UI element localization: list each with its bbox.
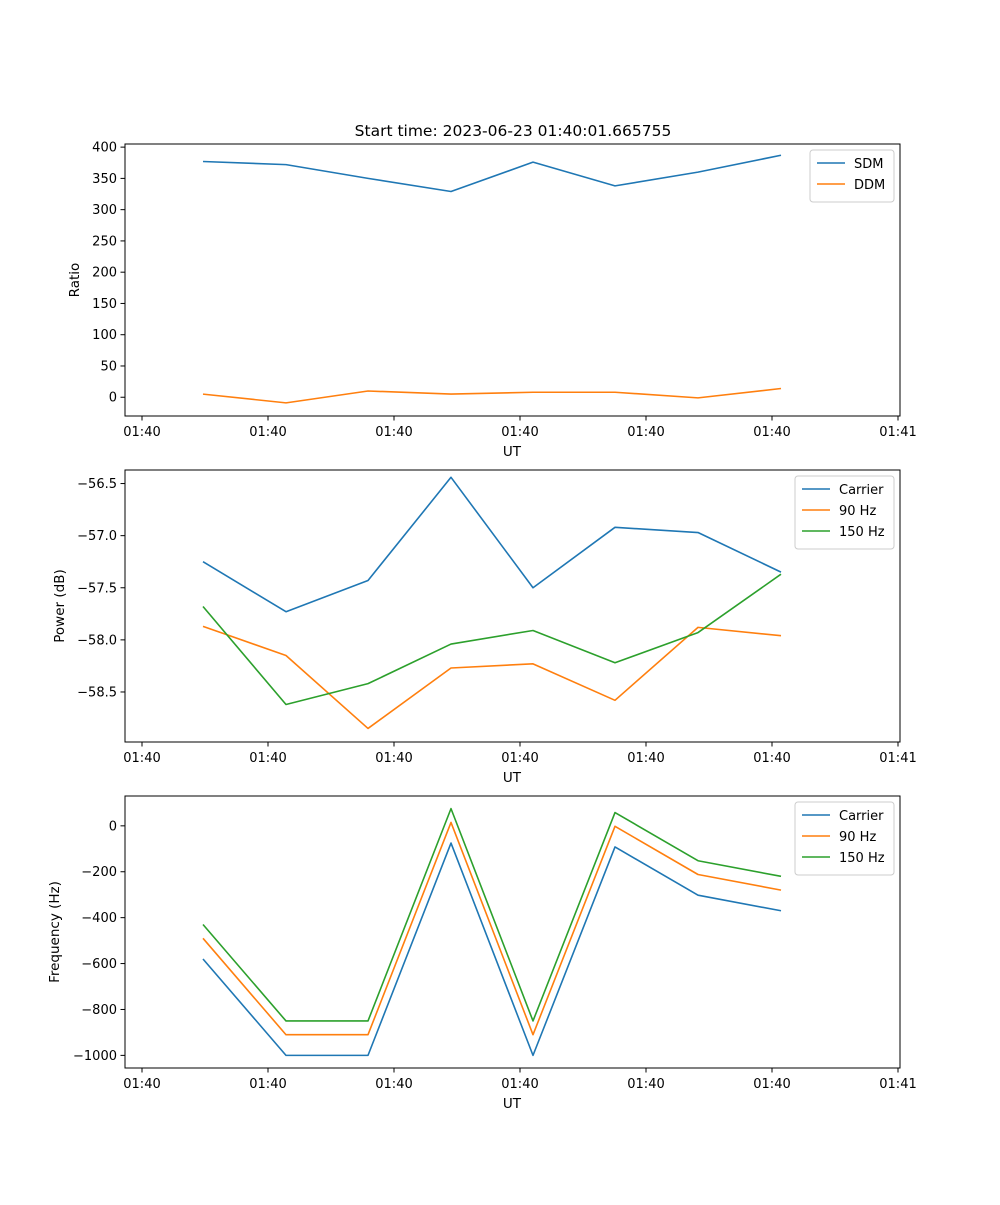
y-tick-label: 200	[92, 266, 117, 281]
legend: Carrier 90 Hz 150 Hz	[794, 475, 895, 550]
series-line-carrier	[202, 842, 782, 1057]
y-axis-label: Ratio	[67, 263, 83, 298]
series-line-carrier	[202, 476, 782, 613]
x-tick-label: 01:40	[501, 751, 538, 766]
y-axis-label: Power (dB)	[52, 569, 68, 642]
axes-frame	[124, 795, 901, 1069]
y-tick-label: −600	[81, 957, 117, 972]
chart-panel-2: 01:40 01:40 01:40 01:40 01:40 01:40 01:41 UT −56…	[52, 469, 917, 786]
y-tick-label: −58.0	[77, 633, 117, 648]
chart-panel-1: 01:40 01:40 01:40 01:40 01:40 01:40 01:41 UT 0 50…	[67, 141, 917, 460]
y-tick-label: 350	[92, 172, 117, 187]
x-tick-label: 01:40	[249, 425, 286, 440]
legend-label: Carrier	[839, 483, 884, 498]
legend-label: 90 Hz	[839, 504, 876, 519]
x-tick-label: 01:41	[879, 425, 916, 440]
x-tick-label: 01:41	[879, 751, 916, 766]
y-tick-label: 400	[92, 141, 117, 156]
y-tick-label: 0	[109, 819, 117, 834]
series-line-150-hz	[202, 807, 782, 1022]
y-tick-label: 150	[92, 297, 117, 312]
y-tick-label: 300	[92, 203, 117, 218]
y-tick-label: −57.5	[77, 581, 117, 596]
x-tick-label: 01:40	[501, 425, 538, 440]
y-tick-label: −1000	[73, 1049, 117, 1064]
series-line-90-hz	[202, 821, 782, 1036]
legend-label: SDM	[854, 157, 883, 172]
x-axis-label: UT	[503, 770, 522, 786]
legend: Carrier 90 Hz 150 Hz	[794, 801, 895, 876]
x-tick-label: 01:40	[753, 1077, 790, 1092]
y-tick-label: −57.0	[77, 529, 117, 544]
series-line-150-hz	[202, 573, 782, 706]
x-tick-label: 01:40	[123, 425, 160, 440]
x-tick-label: 01:40	[501, 1077, 538, 1092]
x-axis-label: UT	[503, 444, 522, 460]
x-axis-label: UT	[503, 1096, 522, 1112]
x-tick-label: 01:40	[375, 1077, 412, 1092]
y-tick-label: −58.5	[77, 685, 117, 700]
chart-panel-3: 01:40 01:40 01:40 01:40 01:40 01:40 01:41 UT 0 −2…	[47, 795, 917, 1112]
legend-label: Carrier	[839, 809, 884, 824]
x-tick-label: 01:40	[753, 751, 790, 766]
y-tick-label: 50	[100, 359, 117, 374]
axes-frame	[124, 143, 901, 417]
x-tick-label: 01:40	[375, 425, 412, 440]
y-tick-label: 250	[92, 234, 117, 249]
legend-label: DDM	[854, 178, 885, 193]
y-tick-label: −400	[81, 911, 117, 926]
axes-frame	[124, 469, 901, 743]
legend-label: 150 Hz	[839, 851, 885, 866]
y-axis-label: Frequency (Hz)	[47, 881, 63, 983]
x-tick-label: 01:40	[249, 751, 286, 766]
legend-label: 90 Hz	[839, 830, 876, 845]
x-tick-label: 01:40	[375, 751, 412, 766]
y-tick-label: −800	[81, 1003, 117, 1018]
series-line-sdm	[202, 154, 782, 193]
x-tick-label: 01:40	[249, 1077, 286, 1092]
x-tick-label: 01:40	[123, 1077, 160, 1092]
figure-title: Start time: 2023-06-23 01:40:01.665755	[355, 122, 672, 140]
y-tick-label: −200	[81, 865, 117, 880]
legend-label: 150 Hz	[839, 525, 885, 540]
x-tick-label: 01:40	[123, 751, 160, 766]
x-tick-label: 01:40	[627, 425, 664, 440]
x-tick-label: 01:40	[627, 751, 664, 766]
x-tick-label: 01:41	[879, 1077, 916, 1092]
x-tick-label: 01:40	[753, 425, 790, 440]
y-tick-label: 0	[109, 391, 117, 406]
y-tick-label: 100	[92, 328, 117, 343]
legend: SDM DDM	[809, 149, 895, 203]
series-line-90-hz	[202, 625, 782, 730]
y-tick-label: −56.5	[77, 477, 117, 492]
series-line-ddm	[202, 387, 782, 404]
x-tick-label: 01:40	[627, 1077, 664, 1092]
